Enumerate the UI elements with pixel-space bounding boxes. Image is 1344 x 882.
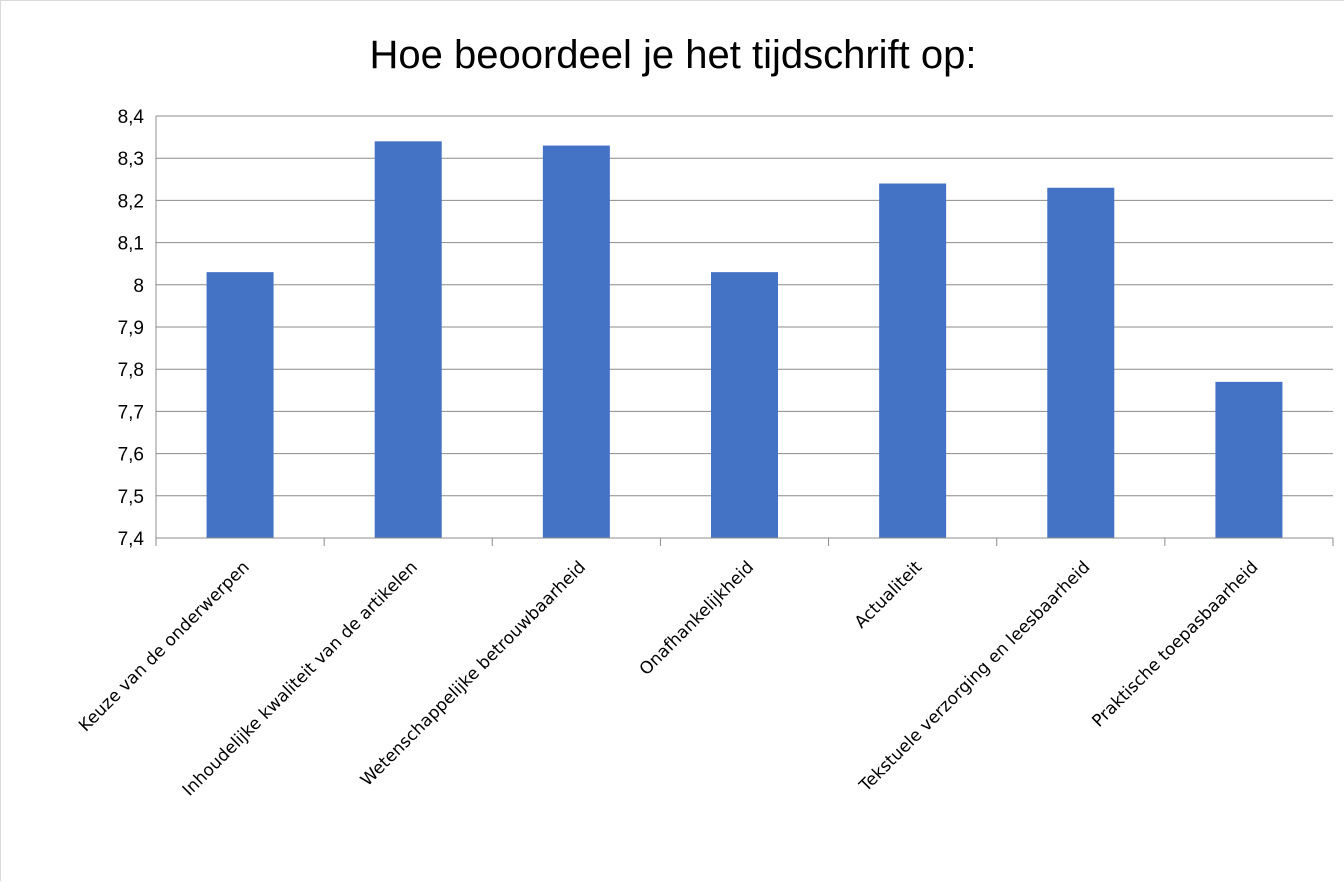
bar (1215, 381, 1283, 538)
x-category-label: Praktische toepasbaarheid (1088, 557, 1262, 731)
chart-title: Hoe beoordeel je het tijdschrift op: (369, 33, 977, 77)
y-tick-label: 7,9 (118, 318, 144, 339)
y-tick-label: 7,4 (118, 529, 145, 550)
y-tick-label: 8,1 (118, 234, 144, 255)
y-tick-label: 7,6 (118, 445, 144, 466)
y-tick-label: 7,8 (118, 360, 144, 381)
bar (879, 183, 947, 538)
y-tick-label: 8,4 (118, 107, 145, 128)
y-tick-label: 8,2 (118, 191, 144, 212)
bar (542, 145, 610, 539)
bar (374, 141, 442, 538)
y-tick-label: 7,5 (118, 487, 144, 508)
bars (206, 141, 1283, 539)
bar (1047, 187, 1115, 539)
bar (206, 272, 274, 538)
y-tick-labels: 7,4 7,5 7,6 7,7 7,8 7,9 8 8,1 8,2 8,3 8,4 (118, 107, 145, 550)
x-category-label: Actualiteit (851, 557, 927, 633)
y-tick-label: 7,7 (118, 402, 144, 423)
x-category-label: Onafhankelijkheid (636, 557, 758, 679)
axes (155, 116, 1334, 546)
x-category-label: Keuze van de onderwerpen (75, 557, 253, 735)
y-tick-label: 8,3 (118, 149, 144, 170)
y-tick-label: 8 (133, 276, 144, 297)
bar (711, 272, 778, 538)
